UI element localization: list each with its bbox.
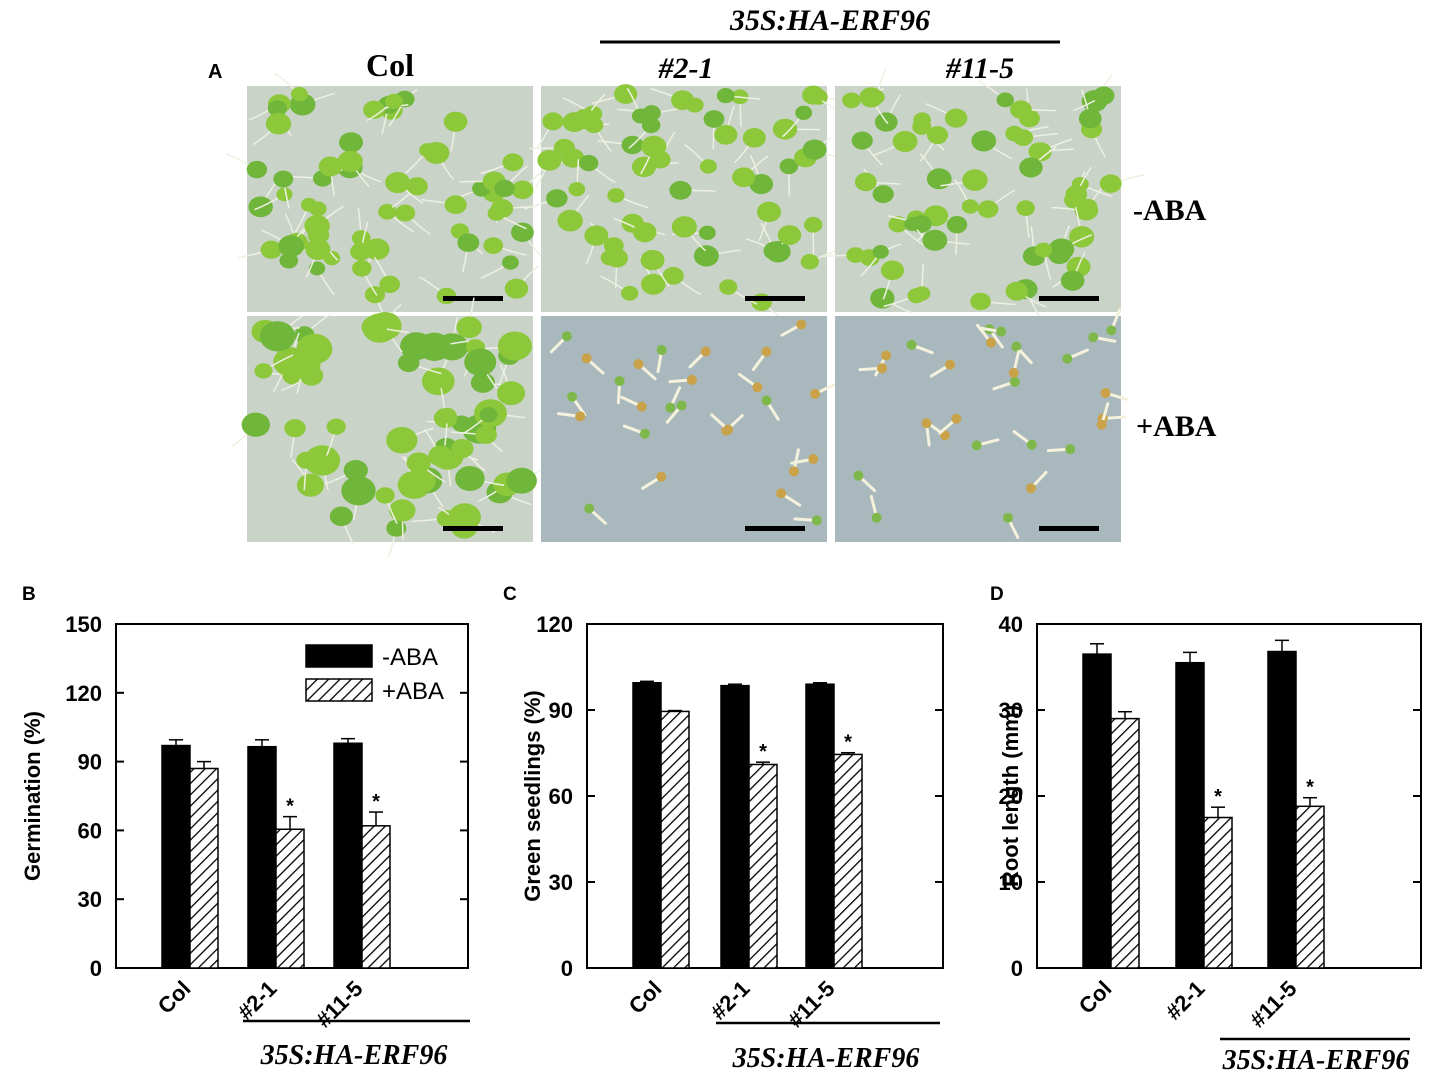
scale-bar [745,296,805,301]
bar-plus-aba [361,825,391,969]
x-tick-label: #11-5 [1245,976,1302,1033]
bar-minus-aba [805,683,835,969]
chart-panel-d: D 0 10 20 30 40 Root length (mm) Col * #2-1 * #11-5… [990,584,1422,1076]
bar-plus-aba [189,767,219,969]
group-label: 35S:HA-ERF96 [732,1043,920,1074]
bar-minus-aba [1175,661,1205,969]
panel-a-row-label-minus-aba: -ABA [1133,194,1207,227]
bar-minus-aba [247,745,277,969]
legend-swatch-minus-aba [305,644,373,668]
y-tick-label: 30 [999,698,1023,723]
scale-bar [443,526,503,531]
x-tick-label: #2-1 [233,976,282,1025]
seedling-photo [231,297,553,558]
seedling-photo [541,316,837,542]
y-tick-label: 120 [65,681,102,706]
bar-minus-aba [720,684,750,969]
panel-letter: D [990,584,1004,605]
x-tick-label: #2-1 [1161,976,1210,1025]
bar-minus-aba [161,744,191,969]
bar-charts: B 0 30 60 90 120 150 Germination (%) Col * #2-1 * #1… [20,584,1422,1076]
seedling-photo [835,308,1129,542]
significance-marker: * [759,741,767,763]
significance-marker: * [1306,777,1314,799]
scale-bar [443,296,503,301]
panel-a-transgene-label: 35S:HA-ERF96 [729,4,930,37]
bar-plus-aba [275,828,305,969]
y-axis-label: Green seedlings (%) [520,690,545,902]
significance-marker: * [844,732,852,754]
panel-a: A 35S:HA-ERF96 Col #2-1 #11-5 -ABA +ABA [208,4,1217,558]
bar-minus-aba [1082,653,1112,969]
significance-marker: * [1214,786,1222,808]
y-tick-label: 30 [78,887,102,912]
y-tick-label: 30 [549,870,573,895]
bar-plus-aba [1110,717,1140,969]
scale-bar [745,526,805,531]
bar-minus-aba [333,742,363,969]
panel-letter: B [22,584,36,605]
y-tick-label: 90 [78,750,102,775]
panel-a-column-label-2-1: #2-1 [658,52,714,85]
bar-minus-aba [632,682,662,969]
panel-a-column-label-col: Col [366,47,414,83]
legend-label: +ABA [382,678,444,705]
x-tick-label: Col [624,976,667,1019]
y-tick-label: 150 [65,612,102,637]
x-tick-label: Col [153,976,196,1019]
y-tick-label: 0 [561,956,573,981]
x-tick-label: #11-5 [311,976,368,1033]
chart-legend: -ABA +ABA [305,644,444,705]
scale-bar [1039,296,1099,301]
panel-a-column-label-11-5: #11-5 [945,52,1014,85]
y-axis-label: Root length (mm) [998,705,1023,887]
bar-plus-aba [660,710,690,969]
seedling-photo [523,84,854,323]
bar-minus-aba [1267,650,1297,969]
legend-label: -ABA [382,644,438,671]
group-label: 35S:HA-ERF96 [260,1040,448,1071]
y-tick-label: 60 [78,818,102,843]
seedling-photo [226,72,548,323]
legend-swatch-plus-aba [305,678,373,702]
significance-marker: * [372,791,380,813]
scale-bar [1039,526,1099,531]
bar-plus-aba [1295,805,1325,969]
bar-plus-aba [833,753,863,969]
bar-plus-aba [748,763,778,969]
x-tick-label: Col [1074,976,1117,1019]
y-tick-label: 90 [549,698,573,723]
significance-marker: * [286,796,294,818]
y-tick-label: 120 [536,612,573,637]
chart-panel-b: B 0 30 60 90 120 150 Germination (%) Col * #2-1 * #1… [20,584,470,1071]
panel-letter: C [503,584,517,605]
seedling-photo-grid [226,67,1145,558]
y-tick-label: 60 [549,784,573,809]
bar-plus-aba [1203,816,1233,969]
y-tick-label: 0 [1011,956,1023,981]
y-tick-label: 0 [90,956,102,981]
y-tick-label: 40 [999,612,1023,637]
x-tick-label: #2-1 [706,976,755,1025]
group-label: 35S:HA-ERF96 [1222,1045,1410,1076]
seedling-photo [820,67,1145,318]
panel-a-letter: A [208,61,222,83]
y-tick-label: 20 [999,784,1023,809]
y-axis-label: Germination (%) [20,711,45,881]
y-tick-label: 10 [999,870,1023,895]
panel-a-row-label-plus-aba: +ABA [1136,410,1217,443]
